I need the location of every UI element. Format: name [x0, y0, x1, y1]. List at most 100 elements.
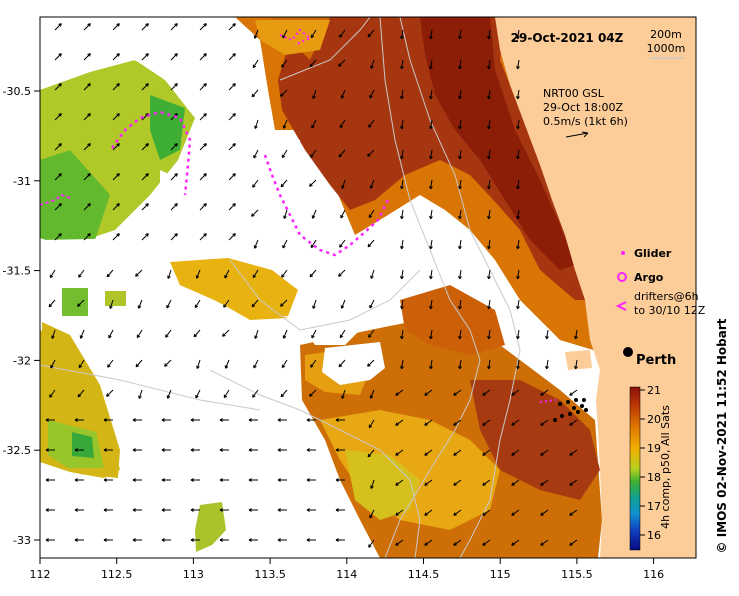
x-tick-label: 113.5: [254, 568, 286, 581]
isobath-lines: [40, 17, 521, 558]
current-vector-head: [232, 53, 236, 57]
current-vector: [459, 179, 462, 189]
current-vector-head: [77, 393, 82, 398]
current-vector-head: [516, 155, 520, 160]
current-vector: [430, 179, 433, 189]
current-vector-head: [87, 83, 91, 87]
current-vector-head: [137, 305, 142, 309]
current-vector-head: [545, 335, 549, 340]
current-vector: [482, 479, 491, 486]
current-vector: [281, 59, 288, 68]
current-vector-head: [106, 273, 111, 278]
current-vector: [54, 113, 62, 121]
current-vector: [254, 29, 259, 39]
current-vector: [228, 203, 236, 211]
current-vector: [135, 269, 143, 277]
current-vector-head: [482, 392, 486, 396]
current-vector-head: [309, 393, 313, 397]
current-vector-head: [306, 418, 310, 422]
current-vector-head: [174, 233, 178, 237]
current-vector-head: [280, 93, 284, 97]
current-vector-head: [400, 35, 404, 40]
colorbar-tick-label: 16: [647, 529, 661, 542]
y-tick-label: -31: [13, 175, 31, 188]
current-vector-head: [395, 512, 399, 516]
current-vector: [488, 239, 491, 249]
current-vector-head: [482, 422, 486, 426]
current-vector-head: [453, 512, 457, 516]
current-vector: [430, 29, 433, 39]
current-vector: [453, 509, 462, 516]
current-vector-head: [310, 364, 314, 368]
current-vector: [338, 149, 346, 158]
current-vector-head: [145, 143, 149, 147]
current-vector: [310, 359, 317, 368]
current-vector: [309, 389, 317, 397]
current-vector-head: [429, 215, 433, 220]
colorbar-ticks: 21 20 19 18 17 16: [640, 384, 661, 542]
current-vector-head: [458, 125, 462, 130]
current-vector-head: [58, 233, 62, 237]
current-vector: [517, 299, 520, 309]
y-axis: -30.5 -31 -31.5 -32 -32.5 -33: [3, 85, 40, 547]
current-vector: [424, 509, 433, 516]
current-vector: [280, 389, 288, 398]
current-vector-head: [368, 334, 372, 338]
current-vector: [228, 233, 236, 241]
current-vector: [424, 419, 433, 426]
current-vector-head: [116, 233, 120, 237]
current-vector-head: [145, 203, 149, 207]
current-vector: [310, 149, 317, 158]
current-vector-head: [58, 53, 62, 57]
current-vector: [339, 29, 346, 38]
current-vector-head: [145, 53, 149, 57]
current-vector: [453, 419, 462, 426]
current-vector-head: [254, 125, 258, 129]
y-tick-label: -32.5: [3, 444, 31, 457]
current-vector: [54, 233, 62, 241]
current-vector: [83, 203, 91, 211]
current-vector-head: [511, 512, 515, 516]
current-vector-head: [232, 143, 236, 147]
current-vector: [395, 509, 404, 516]
place-label-perth: Perth: [636, 353, 676, 368]
current-vector-head: [458, 185, 462, 190]
current-vector: [141, 53, 149, 61]
current-vector-head: [281, 154, 286, 159]
current-vector-head: [248, 448, 252, 452]
current-vector-head: [429, 125, 433, 130]
current-vector: [51, 329, 56, 339]
current-vector: [517, 119, 520, 129]
current-vector: [511, 449, 520, 456]
current-vector: [54, 83, 62, 91]
current-vector: [252, 179, 259, 188]
current-vector-head: [223, 304, 227, 308]
current-vector-head: [132, 418, 136, 422]
current-vector-head: [161, 538, 165, 542]
current-vector: [338, 269, 346, 277]
current-vector-head: [309, 63, 314, 68]
current-vector: [517, 179, 520, 189]
colorbar-tick-label: 20: [647, 413, 661, 426]
x-tick-label: 112: [30, 568, 51, 581]
current-vector-head: [87, 203, 91, 207]
current-vector-head: [516, 35, 520, 40]
current-vector: [108, 329, 114, 339]
current-vector-head: [248, 508, 252, 512]
current-vector-head: [116, 143, 120, 147]
current-vector-head: [145, 23, 149, 27]
current-vector-head: [400, 245, 404, 250]
current-vector: [517, 89, 520, 99]
current-vector: [569, 389, 578, 396]
current-vector-head: [429, 305, 433, 310]
current-vector-head: [367, 453, 372, 458]
current-vector: [311, 329, 317, 339]
current-vector: [540, 509, 549, 516]
current-vector-head: [58, 203, 62, 207]
current-vector-head: [190, 478, 194, 482]
current-vector: [309, 269, 317, 278]
current-vector-head: [400, 125, 404, 130]
current-vector-head: [190, 418, 194, 422]
current-vector: [482, 539, 491, 546]
